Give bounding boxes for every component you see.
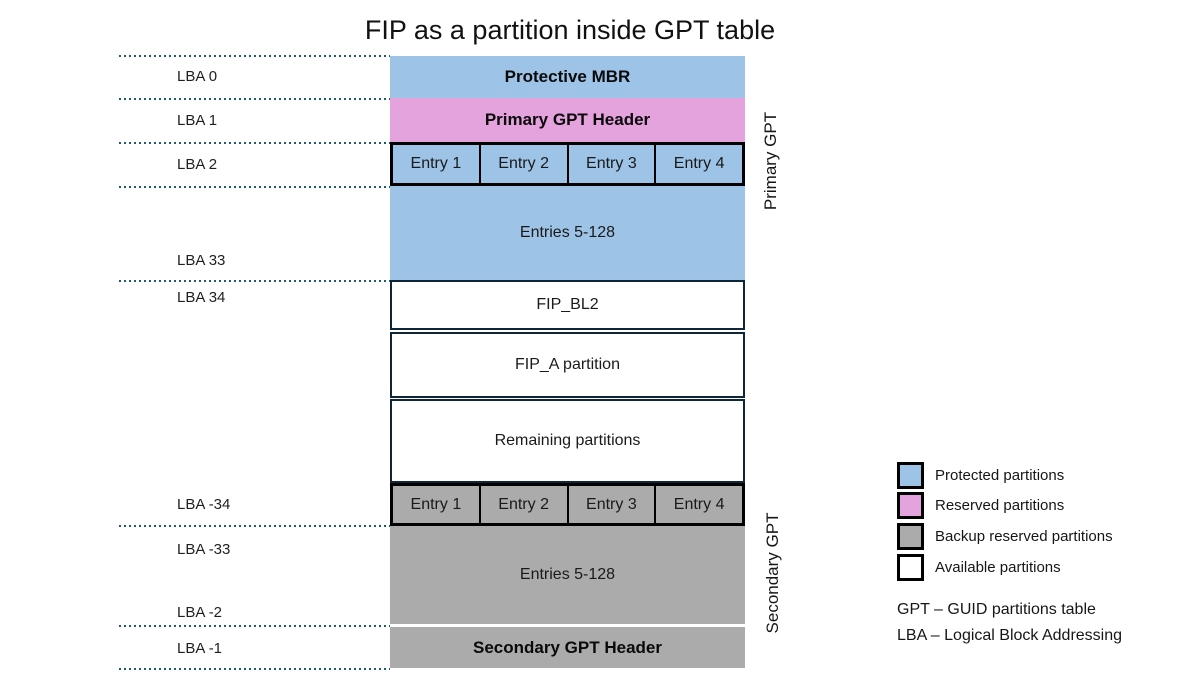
block-fip-bl2: FIP_BL2 [390, 280, 745, 330]
lba-label-33: LBA 33 [177, 252, 226, 269]
block-secondary-gpt-header: Secondary GPT Header [390, 627, 745, 668]
legend-label: Reserved partitions [935, 497, 1065, 514]
lba-label-neg1: LBA -1 [177, 640, 223, 657]
lba-label-2: LBA 2 [177, 156, 218, 173]
lba-boundary-line [119, 55, 390, 57]
secondary-entry-1: Entry 1 [393, 486, 479, 523]
primary-entry-2: Entry 2 [478, 145, 567, 183]
lba-boundary-line [119, 186, 390, 188]
lba-boundary-line [119, 142, 390, 144]
lba-boundary-line [119, 668, 390, 670]
primary-entry-3: Entry 3 [566, 145, 655, 183]
block-protective-mbr: Protective MBR [390, 56, 745, 98]
block-primary-gpt-header: Primary GPT Header [390, 98, 745, 142]
protected-swatch [897, 462, 924, 489]
gpt-abbreviation-note: GPT – GUID partitions table [897, 601, 1096, 618]
diagram-title: FIP as a partition inside GPT table [364, 15, 776, 45]
legend-item-backup: Backup reserved partitions [897, 523, 1113, 550]
secondary-entry-2: Entry 2 [478, 486, 567, 523]
secondary-gpt-side-label: Secondary GPT [763, 512, 782, 634]
lba-label-0: LBA 0 [177, 68, 218, 85]
primary-entry-4: Entry 4 [654, 145, 742, 183]
legend-item-available: Available partitions [897, 554, 1061, 581]
lba-boundary-line [119, 280, 390, 282]
lba-label-34: LBA 34 [177, 289, 226, 306]
lba-boundary-line [119, 98, 390, 100]
lba-label-neg2: LBA -2 [177, 604, 223, 621]
legend-label: Protected partitions [935, 467, 1065, 484]
block-secondary-entries-5-128: Entries 5-128 [390, 526, 745, 624]
secondary-entry-row: Entry 1 Entry 2 Entry 3 Entry 4 [390, 483, 745, 526]
primary-gpt-side-label: Primary GPT [761, 111, 780, 211]
legend-item-protected: Protected partitions [897, 462, 1064, 489]
secondary-entry-3: Entry 3 [566, 486, 655, 523]
legend-label: Backup reserved partitions [935, 528, 1113, 545]
available-swatch [897, 554, 924, 581]
primary-entry-row: Entry 1 Entry 2 Entry 3 Entry 4 [390, 142, 745, 186]
lba-label-neg33: LBA -33 [177, 541, 231, 558]
block-primary-entries-5-128: Entries 5-128 [390, 186, 745, 280]
backup-swatch [897, 523, 924, 550]
block-fip-a-partition: FIP_A partition [390, 332, 745, 398]
lba-boundary-line [119, 625, 390, 627]
legend-label: Available partitions [935, 559, 1061, 576]
primary-entry-1: Entry 1 [393, 145, 479, 183]
lba-abbreviation-note: LBA – Logical Block Addressing [897, 627, 1123, 644]
lba-boundary-line [119, 525, 390, 527]
block-remaining-partitions: Remaining partitions [390, 399, 745, 483]
legend-item-reserved: Reserved partitions [897, 492, 1064, 519]
lba-label-neg34: LBA -34 [177, 496, 231, 513]
lba-label-1: LBA 1 [177, 112, 218, 129]
reserved-swatch [897, 492, 924, 519]
secondary-entry-4: Entry 4 [654, 486, 742, 523]
